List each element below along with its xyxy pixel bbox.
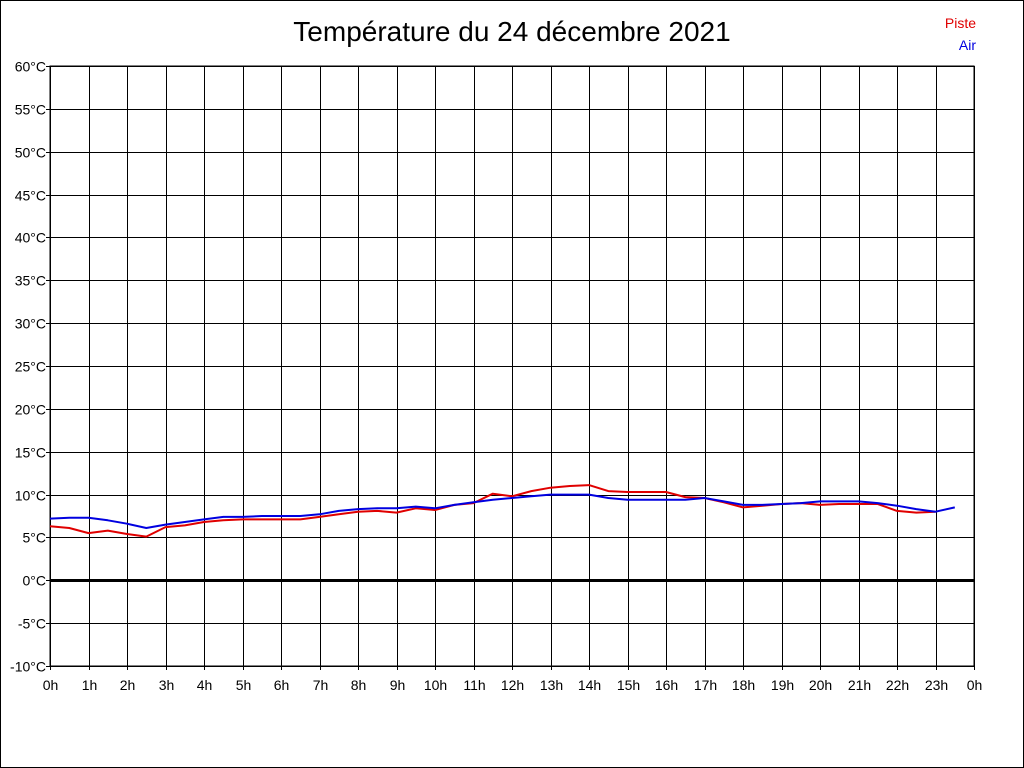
y-tick-label: 60°C [15,59,46,75]
y-tick-label: 0°C [23,573,47,589]
x-tick-label: 13h [540,677,563,693]
legend-entry-air: Air [958,37,976,53]
chart-legend: Piste Air [945,12,976,56]
x-tick-label: 21h [848,677,871,693]
y-tick-label: 50°C [15,145,46,161]
y-tick-label: 25°C [15,359,46,375]
y-tick-label: 5°C [23,530,47,546]
x-tick-label: 8h [351,677,367,693]
x-tick-label: 10h [424,677,447,693]
x-tick-label: 14h [578,677,601,693]
series-line-piste [49,484,936,538]
x-tick-label: 9h [390,677,406,693]
x-tick-label: 11h [463,677,485,693]
y-tick-label: 15°C [15,445,46,461]
x-tick-label: 17h [694,677,717,693]
x-tick-label: 4h [197,677,213,693]
x-tick-label: 15h [617,677,640,693]
y-tick-label: -10°C [10,659,46,675]
y-tick-label: -5°C [18,616,46,632]
x-tick-label: 12h [501,677,524,693]
y-tick-label: 45°C [15,188,46,204]
y-tick-label: 10°C [15,488,46,504]
x-axis-ticks: 0h 1h 2h 3h 4h 5h 6h 7h 8h 9h 10h 11h 12h 13h 14h 15h 16… [43,677,983,693]
y-tick-label: 35°C [15,273,46,289]
grid-lines [46,65,975,670]
x-tick-label: 2h [120,677,136,693]
y-tick-label: 40°C [15,230,46,246]
x-tick-label: 0h [967,677,983,693]
x-tick-label: 20h [809,677,832,693]
chart-title: Température du 24 décembre 2021 [293,16,731,47]
y-axis-ticks: -10°C -5°C 0°C 5°C 10°C 15°C 20°C 25°C 30°C 35°C 4… [10,59,46,675]
x-tick-label: 1h [82,677,98,693]
y-tick-label: 55°C [15,102,46,118]
legend-entry-piste: Piste [944,15,976,31]
x-tick-label: 16h [655,677,678,693]
x-tick-label: 18h [732,677,755,693]
x-tick-label: 7h [313,677,329,693]
series-line-air [49,493,956,529]
x-tick-label: 22h [886,677,909,693]
x-tick-label: 5h [236,677,252,693]
x-tick-label: 0h [43,677,59,693]
x-tick-label: 23h [925,677,948,693]
series-lines [49,484,956,538]
y-tick-label: 20°C [15,402,46,418]
x-tick-label: 19h [771,677,794,693]
x-tick-label: 3h [159,677,175,693]
y-tick-label: 30°C [15,316,46,332]
x-tick-label: 6h [274,677,290,693]
